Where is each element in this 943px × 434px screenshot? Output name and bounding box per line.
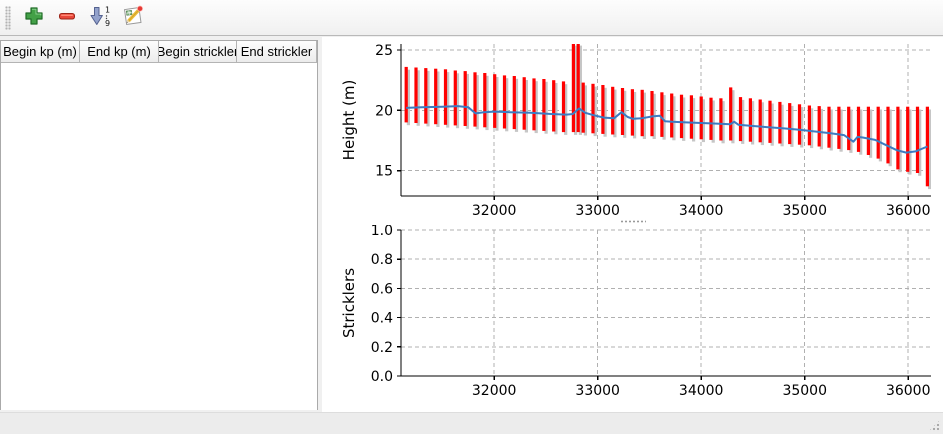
svg-text:Stricklers: Stricklers	[340, 268, 358, 338]
svg-text:34000: 34000	[679, 383, 724, 399]
edit-table-button[interactable]	[118, 3, 148, 33]
column-header-2[interactable]: End kp (m)	[80, 41, 159, 62]
toolbar: 1 9	[0, 0, 943, 36]
svg-text:0.6: 0.6	[371, 281, 393, 297]
sort-numeric-icon: 1 9	[88, 4, 112, 31]
column-header-4[interactable]: End strickler	[237, 41, 317, 62]
window-resize-grip[interactable]	[928, 419, 941, 432]
svg-text:15: 15	[375, 164, 393, 180]
remove-row-button[interactable]	[52, 3, 82, 33]
svg-text:35000: 35000	[782, 203, 827, 218]
svg-text:1.0: 1.0	[371, 223, 393, 239]
plus-icon	[23, 5, 45, 30]
chart-panel: 32000 33000 34000 35000 36000 15 20 25 Height (m…	[322, 37, 943, 412]
svg-text:0.2: 0.2	[371, 340, 393, 356]
strickler-table: Begin kp (m) End kp (m) Begin strickler End…	[0, 40, 318, 410]
add-row-button[interactable]	[19, 3, 49, 33]
svg-text:35000: 35000	[782, 383, 827, 399]
svg-text:20: 20	[375, 103, 393, 119]
svg-text:32000: 32000	[472, 203, 517, 218]
svg-text:9: 9	[105, 19, 110, 28]
stricklers-chart: 32000 33000 34000 35000 36000 0.0 0.2 0.4 0.6 0.8…	[340, 223, 931, 399]
edit-icon	[121, 4, 145, 31]
height-chart: 32000 33000 34000 35000 36000 15 20 25 Height (m…	[340, 43, 931, 218]
svg-text:33000: 33000	[575, 203, 620, 218]
column-header-3[interactable]: Begin strickler	[159, 41, 237, 62]
table-header: Begin kp (m) End kp (m) Begin strickler End…	[1, 41, 317, 63]
svg-text:0.8: 0.8	[371, 252, 393, 268]
splitter-grip-icon	[619, 220, 646, 223]
minus-icon	[56, 5, 78, 30]
svg-text:32000: 32000	[472, 383, 517, 399]
svg-text:0.0: 0.0	[371, 369, 393, 385]
svg-text:36000: 36000	[886, 383, 931, 399]
chart-splitter[interactable]	[322, 218, 943, 225]
svg-text:33000: 33000	[575, 383, 620, 399]
status-bar	[0, 412, 943, 434]
svg-text:25: 25	[375, 43, 393, 59]
svg-text:0.4: 0.4	[371, 311, 393, 327]
toolbar-drag-handle[interactable]	[5, 5, 11, 30]
svg-text:34000: 34000	[679, 203, 724, 218]
svg-text:36000: 36000	[886, 203, 931, 218]
svg-text:1: 1	[105, 6, 110, 15]
svg-text:Height (m): Height (m)	[340, 80, 358, 161]
sort-rows-button[interactable]: 1 9	[85, 3, 115, 33]
column-header-1[interactable]: Begin kp (m)	[1, 41, 80, 62]
table-empty-area	[1, 63, 317, 410]
